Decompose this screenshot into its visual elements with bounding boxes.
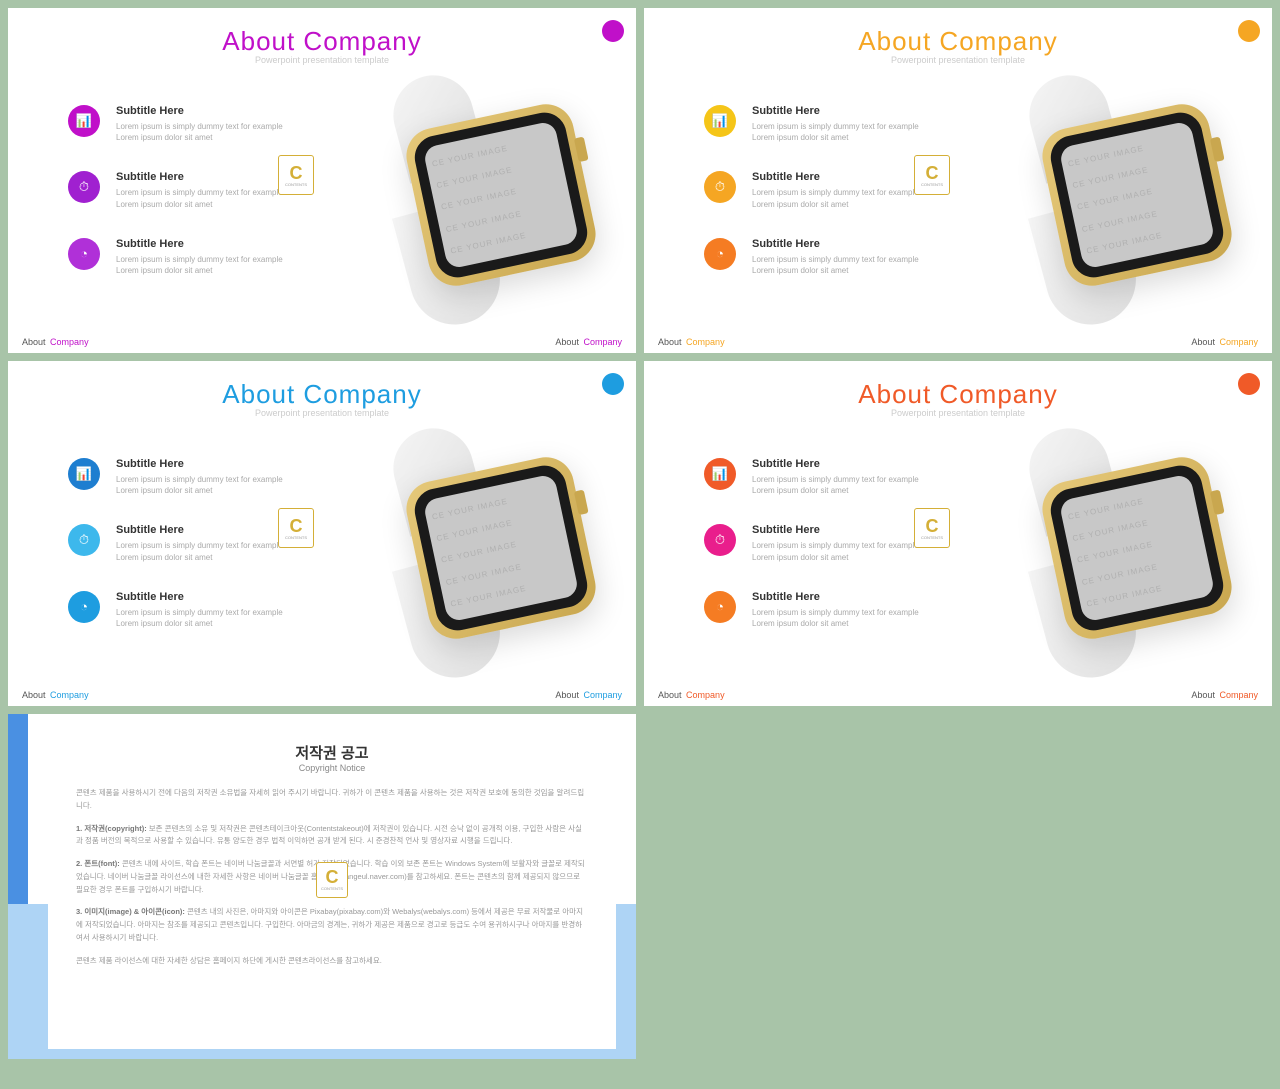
- item-heading: Subtitle Here: [116, 238, 288, 250]
- item-body: Lorem ipsum is simply dummy text for exa…: [752, 607, 924, 629]
- clock-icon: ⏱: [68, 524, 100, 556]
- slide-orange: About Company Powerpoint presentation te…: [644, 361, 1272, 706]
- pie-icon: ◔: [704, 238, 736, 270]
- slide-footer: About Company About Company: [644, 690, 1272, 700]
- copyright-p1: 콘텐츠 제품을 사용하시기 전에 다음의 저작권 소유법을 자세히 읽어 주시기…: [76, 787, 588, 813]
- corner-dot: [602, 373, 624, 395]
- item-body: Lorem ipsum is simply dummy text for exa…: [116, 187, 288, 209]
- list-item: ◔ Subtitle Here Lorem ipsum is simply dum…: [704, 591, 924, 629]
- item-heading: Subtitle Here: [116, 458, 288, 470]
- item-heading: Subtitle Here: [752, 591, 924, 603]
- corner-dot: [1238, 373, 1260, 395]
- item-body: Lorem ipsum is simply dummy text for exa…: [752, 254, 924, 276]
- pie-icon: ◔: [704, 591, 736, 623]
- slide-footer: About Company About Company: [8, 690, 636, 700]
- item-heading: Subtitle Here: [116, 105, 288, 117]
- list-item: ⏱ Subtitle Here Lorem ipsum is simply dum…: [704, 171, 924, 209]
- slide-footer: About Company About Company: [8, 337, 636, 347]
- slide-title: About Company: [644, 361, 1272, 410]
- item-body: Lorem ipsum is simply dummy text for exa…: [116, 254, 288, 276]
- slide-purple: About Company Powerpoint presentation te…: [8, 8, 636, 353]
- item-heading: Subtitle Here: [752, 171, 924, 183]
- contents-badge: CCONTENTS: [914, 508, 950, 548]
- item-body: Lorem ipsum is simply dummy text for exa…: [116, 121, 288, 143]
- slide-title: About Company: [8, 8, 636, 57]
- copyright-p2: 1. 저작권(copyright): 보존 콘텐츠의 소유 및 저작권은 콘텐츠…: [76, 823, 588, 849]
- badge-letter: C: [290, 164, 303, 182]
- contents-badge: CCONTENTS: [914, 155, 950, 195]
- list-item: ⏱ Subtitle Here Lorem ipsum is simply dum…: [68, 524, 288, 562]
- badge-sub: CONTENTS: [285, 182, 307, 187]
- item-heading: Subtitle Here: [116, 591, 288, 603]
- chart-icon: 📊: [704, 458, 736, 490]
- slide-content: 📊 Subtitle Here Lorem ipsum is simply dum…: [644, 418, 1272, 678]
- list-item: ⏱ Subtitle Here Lorem ipsum is simply dum…: [704, 524, 924, 562]
- item-body: Lorem ipsum is simply dummy text for exa…: [752, 187, 924, 209]
- slide-yellow: About Company Powerpoint presentation te…: [644, 8, 1272, 353]
- list-item: 📊 Subtitle Here Lorem ipsum is simply du…: [68, 105, 288, 143]
- empty-cell: [644, 714, 1272, 1059]
- clock-icon: ⏱: [704, 524, 736, 556]
- list-item: 📊 Subtitle Here Lorem ipsum is simply dum…: [68, 458, 288, 496]
- copyright-p4: 3. 이미지(image) & 아이콘(icon): 콘텐츠 내의 사진은, 아…: [76, 906, 588, 944]
- contents-badge: CCONTENTS: [278, 508, 314, 548]
- copyright-title: 저작권 공고: [76, 742, 588, 763]
- watch-image: CE YOUR IMAGECE YOUR IMAGECE YOUR IMAGEC…: [336, 408, 616, 688]
- list-item: ◔ Subtitle Here Lorem ipsum is simply dum…: [704, 238, 924, 276]
- list-item: ◔ Subtitle Here Lorem ipsum is simply du…: [68, 238, 288, 276]
- item-body: Lorem ipsum is simply dummy text for exa…: [116, 540, 288, 562]
- slide-grid: About Company Powerpoint presentation te…: [8, 8, 1272, 1059]
- chart-icon: 📊: [68, 105, 100, 137]
- item-list: 📊 Subtitle Here Lorem ipsum is simply dum…: [704, 85, 924, 325]
- list-item: 📊 Subtitle Here Lorem ipsum is simply dum…: [704, 105, 924, 143]
- corner-dot: [602, 20, 624, 42]
- list-item: 📊 Subtitle Here Lorem ipsum is simply dum…: [704, 458, 924, 496]
- watch-image: CE YOUR IMAGECE YOUR IMAGE CE YOUR IMAGE…: [336, 55, 616, 335]
- copyright-slide: 저작권 공고 Copyright Notice 콘텐츠 제품을 사용하시기 전에…: [8, 714, 636, 1059]
- copyright-subtitle: Copyright Notice: [76, 763, 588, 773]
- item-body: Lorem ipsum is simply dummy text for exa…: [752, 540, 924, 562]
- item-heading: Subtitle Here: [752, 524, 924, 536]
- slide-content: 📊 Subtitle Here Lorem ipsum is simply du…: [8, 65, 636, 325]
- item-body: Lorem ipsum is simply dummy text for exa…: [116, 607, 288, 629]
- chart-icon: 📊: [704, 105, 736, 137]
- clock-icon: ⏱: [704, 171, 736, 203]
- item-list: 📊 Subtitle Here Lorem ipsum is simply dum…: [704, 438, 924, 678]
- copyright-p5: 콘텐츠 제품 라이선스에 대한 자세한 상담은 홈페이지 하단에 게시한 콘텐츠…: [76, 955, 588, 968]
- clock-icon: ⏱: [68, 171, 100, 203]
- item-heading: Subtitle Here: [752, 105, 924, 117]
- item-heading: Subtitle Here: [752, 238, 924, 250]
- item-body: Lorem ipsum is simply dummy text for exa…: [752, 121, 924, 143]
- item-body: Lorem ipsum is simply dummy text for exa…: [116, 474, 288, 496]
- item-list: 📊 Subtitle Here Lorem ipsum is simply dum…: [68, 438, 288, 678]
- slide-footer: About Company About Company: [644, 337, 1272, 347]
- slide-blue: About Company Powerpoint presentation te…: [8, 361, 636, 706]
- contents-badge: C CONTENTS: [278, 155, 314, 195]
- watch-image: CE YOUR IMAGECE YOUR IMAGECE YOUR IMAGEC…: [972, 408, 1252, 688]
- slide-content: 📊 Subtitle Here Lorem ipsum is simply dum…: [8, 418, 636, 678]
- item-heading: Subtitle Here: [116, 524, 288, 536]
- list-item: ⏱ Subtitle Here Lorem ipsum is simply du…: [68, 171, 288, 209]
- corner-dot: [1238, 20, 1260, 42]
- pie-icon: ◔: [68, 238, 100, 270]
- list-item: ◔ Subtitle Here Lorem ipsum is simply dum…: [68, 591, 288, 629]
- item-list: 📊 Subtitle Here Lorem ipsum is simply du…: [68, 85, 288, 325]
- slide-title: About Company: [8, 361, 636, 410]
- slide-title: About Company: [644, 8, 1272, 57]
- slide-content: 📊 Subtitle Here Lorem ipsum is simply dum…: [644, 65, 1272, 325]
- pie-icon: ◔: [68, 591, 100, 623]
- watch-image: CE YOUR IMAGECE YOUR IMAGECE YOUR IMAGEC…: [972, 55, 1252, 335]
- chart-icon: 📊: [68, 458, 100, 490]
- contents-badge: C CONTENTS: [316, 862, 348, 898]
- item-heading: Subtitle Here: [116, 171, 288, 183]
- item-body: Lorem ipsum is simply dummy text for exa…: [752, 474, 924, 496]
- item-heading: Subtitle Here: [752, 458, 924, 470]
